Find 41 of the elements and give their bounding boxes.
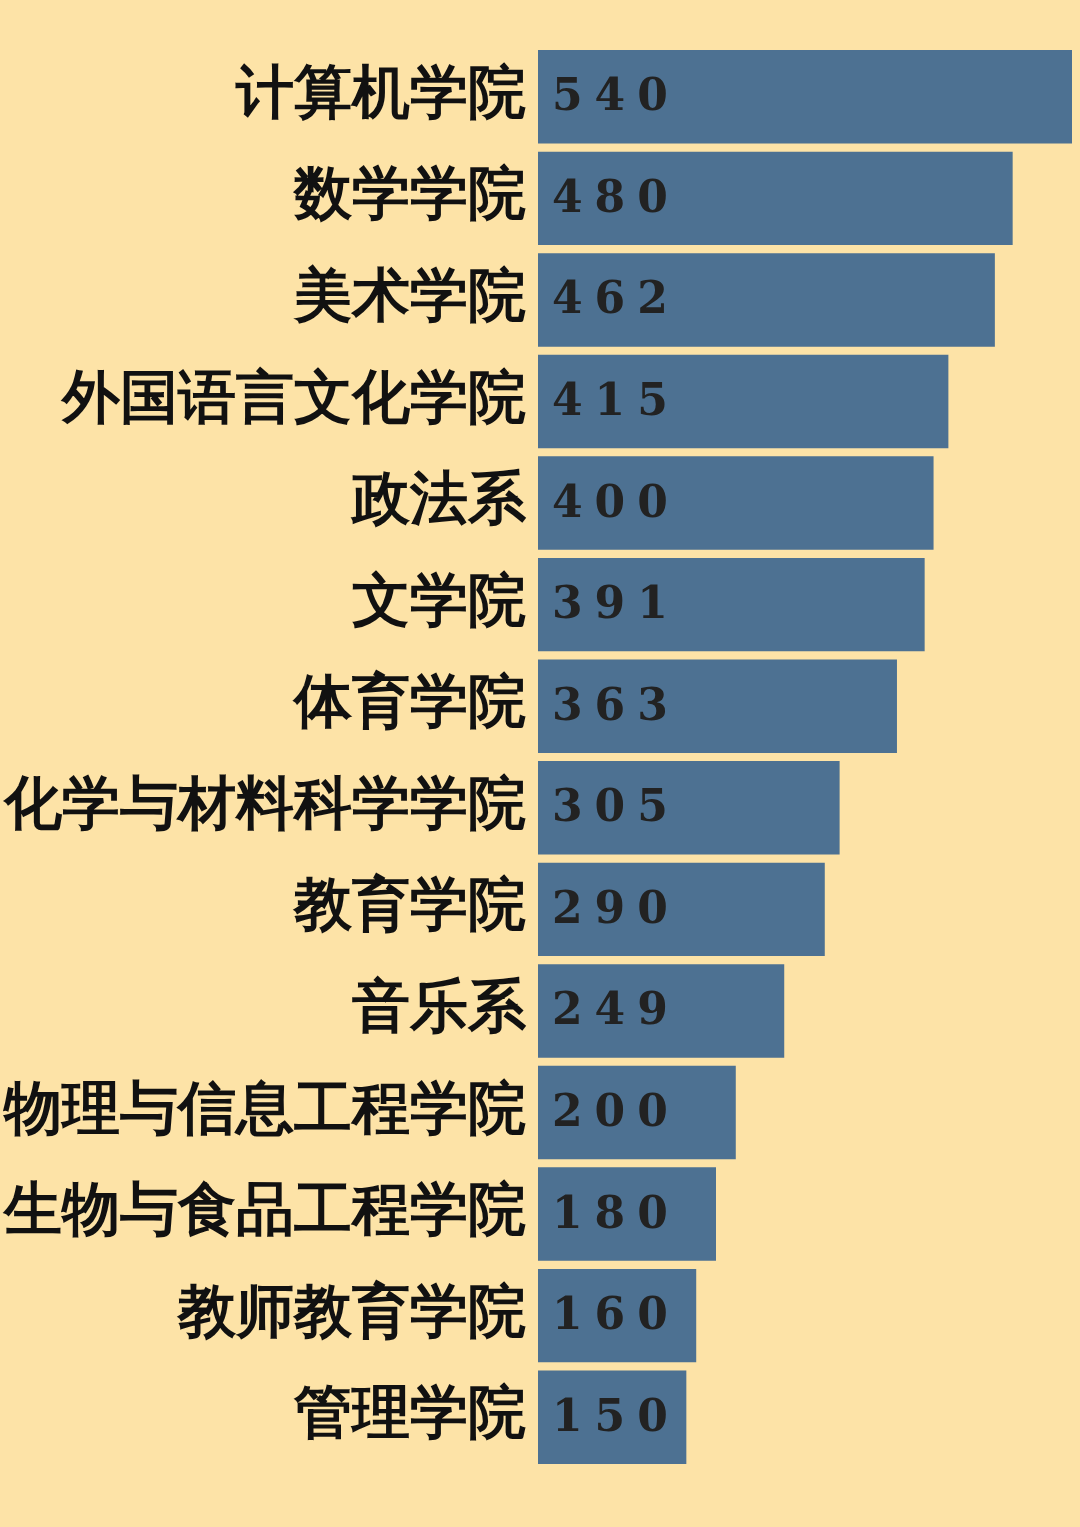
data-label: 305 bbox=[552, 780, 680, 832]
bar bbox=[538, 1065, 736, 1160]
data-label: 415 bbox=[552, 373, 680, 425]
y-tick-label: 音乐系 bbox=[352, 971, 527, 1040]
data-label: 391 bbox=[552, 577, 680, 629]
y-tick-label: 数学学院 bbox=[292, 159, 526, 228]
bar bbox=[538, 659, 897, 753]
y-tick-label: 管理学院 bbox=[293, 1378, 526, 1447]
bar bbox=[538, 557, 925, 652]
y-tick-label: 美术学院 bbox=[293, 260, 526, 329]
bar bbox=[538, 1370, 687, 1464]
data-label: 462 bbox=[552, 272, 680, 324]
data-label: 540 bbox=[552, 69, 680, 121]
y-tick-label: 政法系 bbox=[350, 464, 527, 533]
y-tick-label: 外国语言文化学院 bbox=[60, 362, 526, 431]
bar bbox=[538, 151, 1013, 246]
data-label: 249 bbox=[552, 983, 680, 1035]
bar bbox=[538, 354, 949, 449]
bar bbox=[538, 1167, 716, 1261]
data-label: 180 bbox=[552, 1186, 680, 1238]
y-tick-label: 化学与材料科学学院 bbox=[2, 768, 526, 837]
y-tick-label: 计算机学院 bbox=[235, 57, 526, 126]
bar bbox=[538, 862, 825, 957]
data-label: 290 bbox=[552, 881, 680, 933]
bar bbox=[538, 964, 785, 1058]
y-tick-label: 教育学院 bbox=[292, 870, 526, 939]
y-tick-label: 文学院 bbox=[352, 565, 526, 634]
data-label: 200 bbox=[552, 1084, 680, 1136]
y-tick-label: 生物与食品工程学院 bbox=[2, 1175, 526, 1244]
data-label: 160 bbox=[552, 1288, 680, 1340]
data-label: 363 bbox=[552, 678, 680, 730]
y-tick-label: 体育学院 bbox=[292, 667, 526, 736]
bar bbox=[538, 456, 934, 550]
y-tick-label: 物理与信息工程学院 bbox=[2, 1073, 526, 1142]
data-label: 150 bbox=[552, 1389, 680, 1441]
data-label: 480 bbox=[552, 170, 680, 222]
bar bbox=[538, 50, 1072, 144]
bar bbox=[538, 761, 840, 855]
bar bbox=[538, 253, 995, 347]
data-label: 400 bbox=[552, 475, 680, 527]
y-tick-label: 教师教育学院 bbox=[176, 1276, 526, 1345]
